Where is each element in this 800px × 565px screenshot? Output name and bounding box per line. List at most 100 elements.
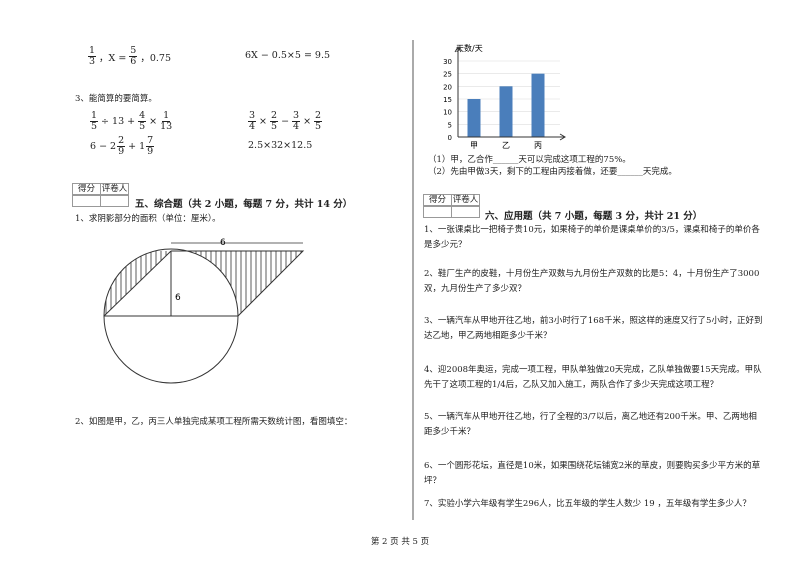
denominator: 9: [147, 146, 154, 157]
y-tick-label: 5: [448, 121, 452, 129]
numerator: 1: [162, 110, 171, 122]
denominator: 4: [249, 121, 256, 132]
denominator: 13: [160, 121, 173, 132]
denominator: 5: [315, 121, 322, 132]
y-tick-label: 15: [443, 96, 452, 104]
expression: 1 5 ÷ 13 +4 5 × 1 13: [90, 111, 172, 132]
section-heading: 五、综合题（共 2 小题，每题 7 分，共计 14 分）: [135, 199, 353, 210]
question: 1、一张课桌比一把椅子贵10元，如果椅子的单价是课桌单价的3/5，课桌和椅子的单…: [424, 225, 760, 250]
math-text: ×: [259, 116, 268, 127]
denominator: 9: [118, 146, 125, 157]
bar-chart: 天数/天 0 5 10 15 20 25 30 甲 乙 丙: [443, 43, 566, 150]
math-text: 6 −: [90, 141, 108, 152]
numerator: 4: [138, 110, 147, 122]
numerator: 1: [88, 45, 97, 57]
section-heading: 六、应用题（共 7 小题，每题 3 分，共计 21 分）: [485, 211, 703, 222]
question: （1）甲，乙合作______天可以完成这项工程的75%。: [428, 155, 631, 165]
divider: [412, 40, 414, 520]
x-tick-label: 甲: [470, 141, 478, 150]
y-tick-label: 30: [443, 58, 452, 66]
bar: [467, 99, 481, 137]
arrow: [454, 46, 462, 53]
bar: [499, 86, 513, 137]
math-text: 6X − 0.5×5 = 9.5: [245, 50, 331, 61]
denominator: 4: [293, 121, 300, 132]
math-text: ×: [303, 116, 312, 127]
math-text: +: [128, 141, 137, 152]
question: 3、一辆汽车从甲地开往乙地，前3小时行了168千米，照这样的速度又行了5小时，正…: [424, 316, 763, 341]
math-text: ，X =: [99, 52, 127, 64]
question: 2、如图是甲，乙，丙三人单独完成某项工程所需天数统计图，看图填空：: [75, 417, 353, 427]
label: 评卷人: [101, 184, 128, 194]
expression: 2.5×32×12.5: [248, 140, 312, 151]
numerator: 3: [292, 110, 301, 122]
equation: 1 3 ，X = 5 6 ，0.75: [88, 46, 171, 67]
score-box: 得分 评卷人: [423, 194, 480, 218]
numerator: 5: [129, 45, 138, 57]
numerator: 2: [270, 110, 279, 122]
page-footer: 第 2 页 共 5 页: [370, 537, 430, 547]
x-tick-label: 乙: [502, 141, 510, 150]
numerator: 1: [90, 110, 99, 122]
question: 7、实验小学六年级有学生296人，比五年级的学生人数少 19 ，五年级有学生多少…: [424, 499, 751, 509]
whole: 1: [139, 141, 146, 152]
question: 6、一个圆形花坛，直径是10米，如果围绕花坛铺宽2米的草皮，则要购买多少平方米的…: [424, 461, 761, 486]
question: 5、一辆汽车从甲地开往乙地，行了全程的3/7以后，离乙地还有200千米。甲、乙两…: [424, 412, 757, 437]
math-text: ，0.75: [140, 52, 171, 64]
figure: 6 6: [103, 238, 305, 384]
label: 得分: [73, 184, 101, 194]
mixed-number: 1 13: [160, 111, 172, 132]
bar: [531, 73, 545, 137]
question: （2）先由甲做3天，剩下的工程由丙接着做，还要______天完成。: [428, 167, 677, 177]
math-text: ÷ 13 +: [101, 116, 136, 127]
math-text: 2.5×32×12.5: [248, 140, 313, 151]
denominator: 6: [130, 56, 137, 67]
whole: 2: [110, 141, 117, 152]
label: 得分: [424, 195, 452, 205]
numerator: 7: [146, 135, 155, 147]
score-box: 得分 评卷人: [72, 183, 129, 207]
y-tick-label: 10: [443, 109, 452, 117]
expression: 3 4 × 2 5−3 4 × 2 5: [248, 110, 323, 132]
math-text: ×: [149, 116, 158, 127]
fraction: 1 13: [160, 111, 172, 132]
denominator: 5: [271, 121, 278, 132]
math-text: −: [281, 116, 290, 127]
numerator: 2: [314, 110, 323, 122]
denominator: 5: [91, 121, 98, 132]
denominator: 3: [89, 56, 96, 67]
numerator: 3: [248, 110, 257, 122]
question: 4、迎2008年奥运，完成一项工程，甲队单独做20天完成，乙队单独做要15天完成…: [424, 365, 762, 390]
equation: 6X − 0.5×5 = 9.5: [245, 50, 330, 61]
question-prompt: 3、能简算的要简算。: [75, 94, 157, 104]
numerator: 2: [117, 135, 126, 147]
denominator: 5: [139, 121, 146, 132]
expression: 6 −2 2 9 +1 7 9: [90, 135, 155, 157]
y-tick-label: 25: [443, 71, 452, 79]
dimension-label: 6: [220, 238, 226, 248]
y-tick-label: 0: [448, 134, 452, 142]
label: 评卷人: [452, 195, 479, 205]
question: 1、求阴影部分的面积（单位：厘米）。: [75, 214, 221, 224]
